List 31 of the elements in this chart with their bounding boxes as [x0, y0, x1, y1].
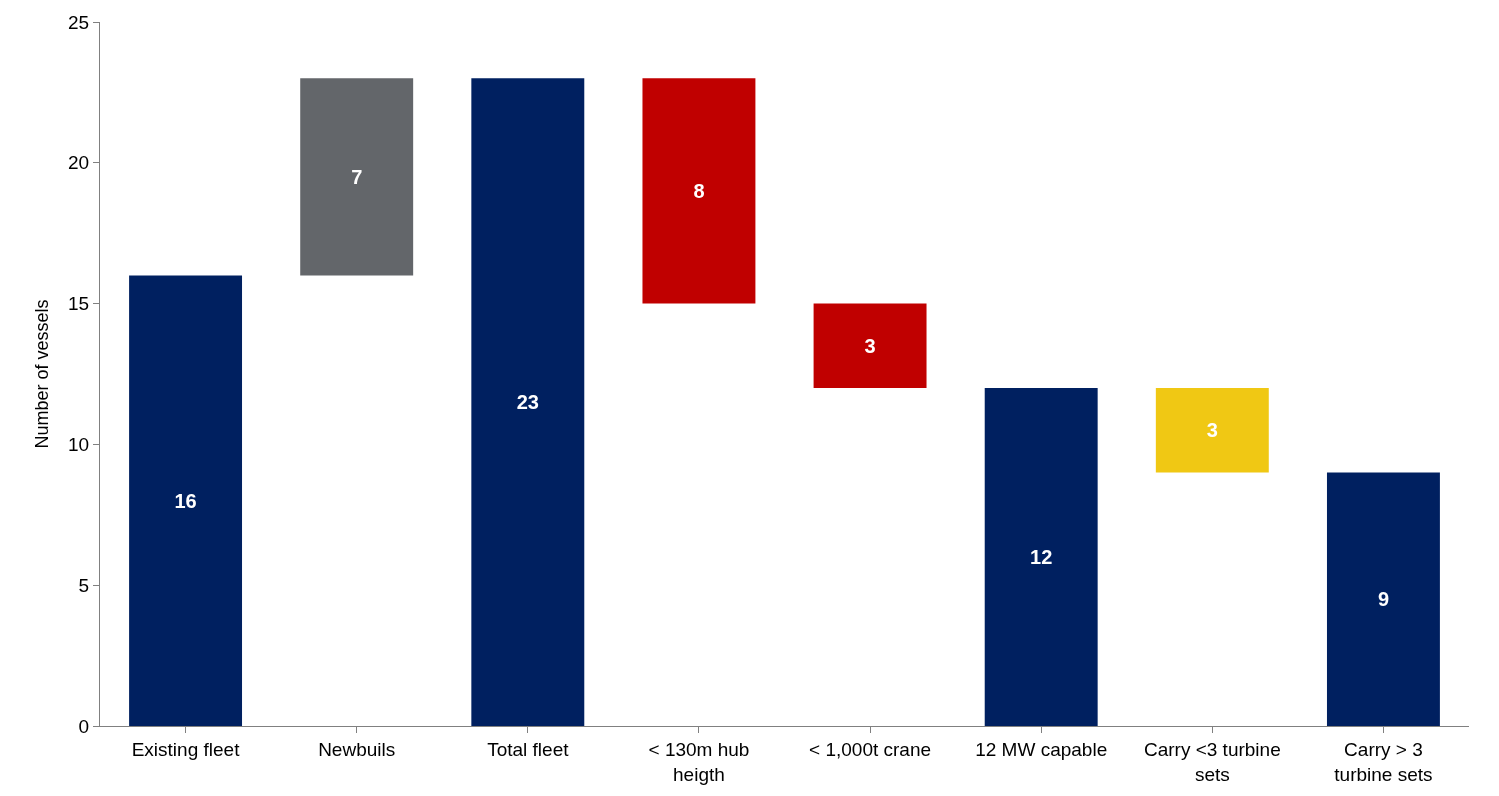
y-tick-label: 5: [78, 574, 90, 596]
y-tick-label: 20: [68, 152, 90, 174]
x-tick-label: Newbuils: [318, 738, 396, 760]
data-label: 7: [351, 165, 363, 188]
data-label: 8: [693, 179, 705, 202]
bar: [1155, 388, 1269, 473]
x-tick-label: 12 MW capable: [975, 738, 1108, 760]
x-tick-label: Total fleet: [487, 738, 570, 760]
bar: [300, 78, 414, 276]
data-label: 12: [1030, 546, 1053, 569]
bar: [642, 78, 756, 304]
data-label: 3: [864, 334, 876, 357]
data-label: 9: [1377, 588, 1389, 611]
bar: [471, 78, 585, 726]
x-tick-label: Carry <3 turbine sets: [1143, 738, 1281, 785]
x-tick-label: < 1,000t crane: [809, 738, 932, 760]
y-tick-label: 25: [68, 11, 90, 33]
y-axis-title: Number of vessels: [32, 299, 53, 449]
x-tick-label: Existing fleet: [131, 738, 241, 760]
x-tick-label: Carry > 3 turbine sets: [1334, 738, 1433, 785]
data-label: 23: [516, 391, 539, 414]
bar: [1326, 472, 1440, 726]
y-tick-label: 0: [78, 715, 90, 737]
y-tick-label: 15: [68, 293, 90, 315]
data-label: 3: [1206, 419, 1218, 442]
data-label: 16: [174, 489, 197, 512]
x-tick-label: < 130m hub heigth: [648, 738, 750, 785]
bar: [129, 275, 243, 726]
bar: [813, 303, 927, 389]
bar: [984, 388, 1098, 726]
y-tick-label: 10: [68, 434, 90, 456]
